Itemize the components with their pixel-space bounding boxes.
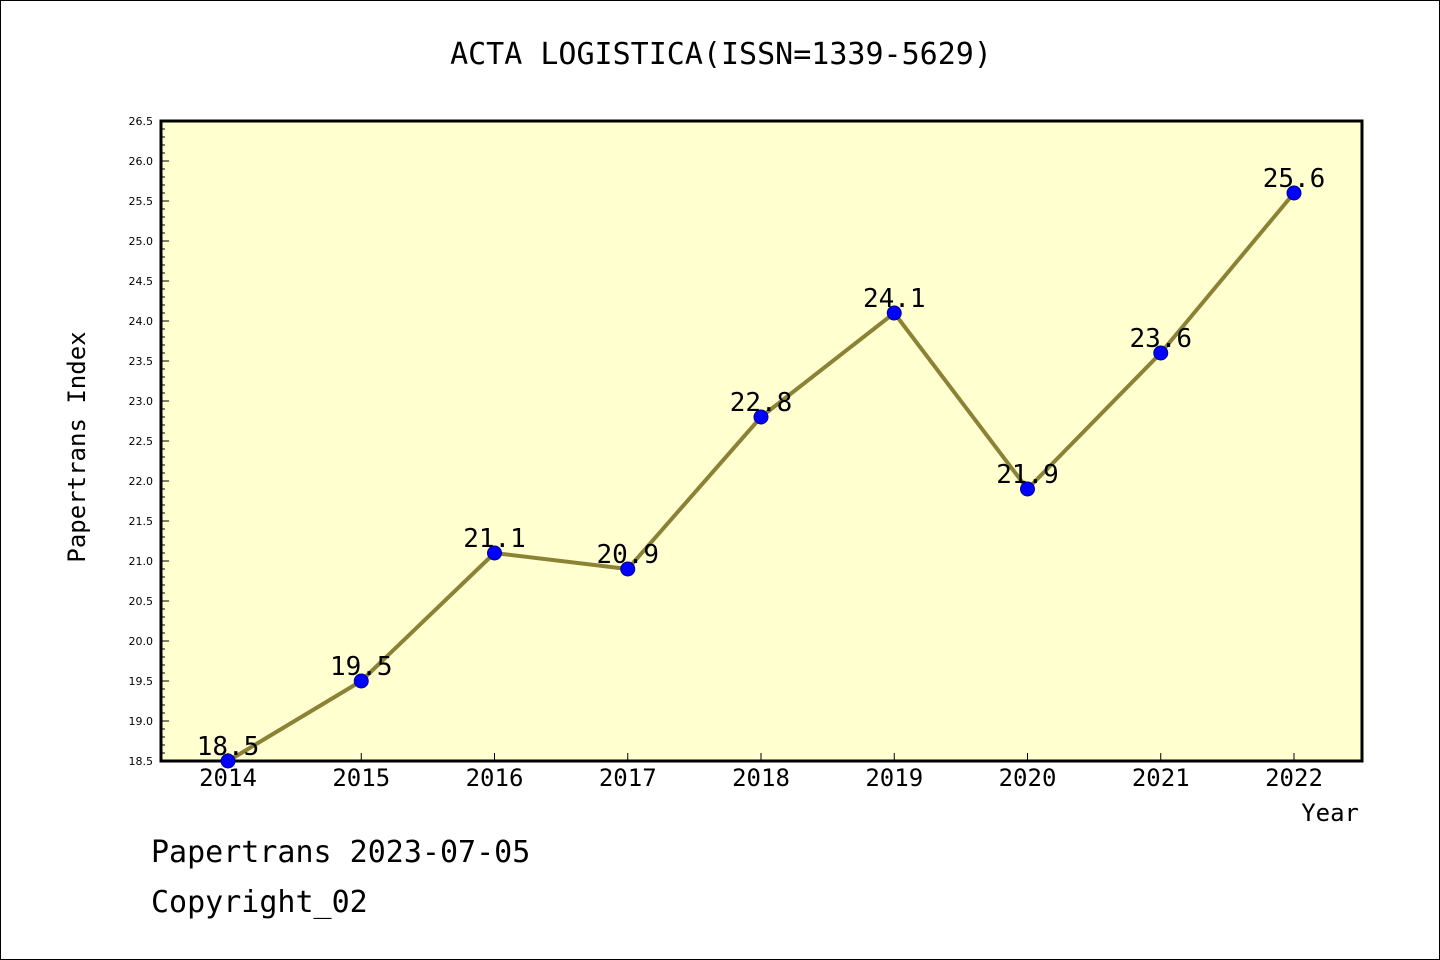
y-tick-label: 20.0 bbox=[129, 635, 154, 648]
data-point bbox=[1286, 185, 1302, 201]
y-tick-label: 26.0 bbox=[129, 155, 154, 168]
x-tick-label: 2018 bbox=[732, 764, 790, 792]
y-tick-label: 20.5 bbox=[129, 595, 154, 608]
data-point bbox=[353, 673, 369, 689]
footer-copyright-text: Copyright_02 bbox=[151, 885, 368, 920]
x-tick-label: 2022 bbox=[1265, 764, 1323, 792]
data-point bbox=[1020, 481, 1035, 497]
x-tick-label: 2020 bbox=[999, 764, 1057, 792]
x-tick-label: 2017 bbox=[599, 764, 657, 792]
y-tick-label: 24.0 bbox=[129, 315, 154, 328]
y-tick-label: 23.5 bbox=[129, 355, 154, 368]
data-point bbox=[487, 545, 502, 561]
y-axis-label: Papertrans Index bbox=[63, 331, 91, 562]
y-tick-label: 21.0 bbox=[129, 555, 154, 568]
x-axis-label: Year bbox=[1301, 799, 1359, 827]
y-tick-label: 25.5 bbox=[129, 195, 154, 208]
x-tick-label: 2019 bbox=[865, 764, 923, 792]
y-tick-label: 24.5 bbox=[129, 275, 154, 288]
plot-border bbox=[159, 119, 1364, 763]
chart-title: ACTA LOGISTICA(ISSN=1339-5629) bbox=[450, 37, 992, 72]
y-tick-label: 26.5 bbox=[129, 115, 154, 128]
footer-date-text: Papertrans 2023-07-05 bbox=[151, 835, 531, 870]
data-point bbox=[886, 305, 902, 321]
data-point bbox=[620, 561, 636, 577]
y-tick-label: 22.5 bbox=[129, 435, 154, 448]
y-tick-label: 23.0 bbox=[129, 395, 154, 408]
y-tick-label: 18.5 bbox=[129, 755, 154, 768]
plot-area bbox=[161, 121, 1362, 761]
data-point bbox=[1153, 345, 1169, 361]
y-tick-label: 19.5 bbox=[129, 675, 154, 688]
y-tick-label: 21.5 bbox=[129, 515, 154, 528]
y-tick-label: 22.0 bbox=[129, 475, 154, 488]
data-point bbox=[753, 409, 769, 425]
data-point bbox=[220, 753, 236, 769]
x-tick-label: 2014 bbox=[199, 764, 257, 792]
y-tick-label: 19.0 bbox=[129, 715, 154, 728]
y-tick-label: 25.0 bbox=[129, 235, 154, 248]
x-tick-label: 2015 bbox=[332, 764, 390, 792]
x-tick-label: 2016 bbox=[466, 764, 524, 792]
x-tick-label: 2021 bbox=[1132, 764, 1190, 792]
